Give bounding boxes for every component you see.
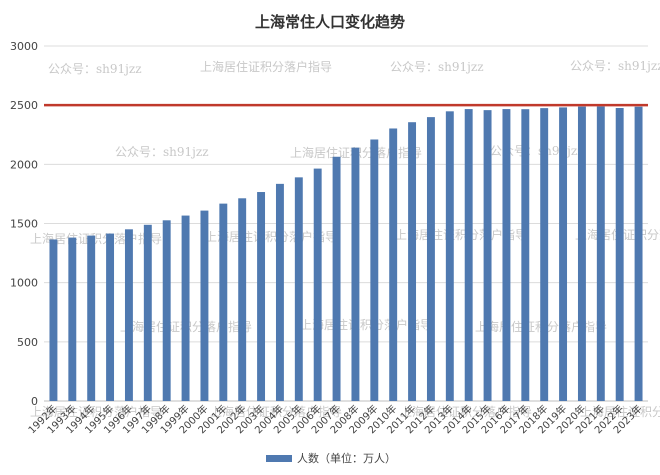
watermark: 公众号：sh91jzz bbox=[115, 145, 209, 159]
bar bbox=[200, 210, 209, 401]
bar bbox=[502, 109, 511, 402]
watermark: 公众号：sh91jzz bbox=[390, 60, 484, 74]
bar bbox=[445, 111, 454, 401]
bar bbox=[615, 108, 624, 402]
y-axis-ticks: 0 500 1000 1500 2000 2500 3000 bbox=[10, 40, 38, 408]
bar bbox=[219, 203, 228, 401]
bar bbox=[408, 122, 417, 401]
bar bbox=[49, 239, 58, 401]
legend-swatch bbox=[266, 455, 292, 462]
bar bbox=[540, 108, 549, 401]
bar bbox=[596, 106, 605, 402]
bars bbox=[49, 106, 643, 402]
bar bbox=[521, 109, 530, 401]
bar bbox=[634, 106, 643, 401]
watermark: 上海居住证积分落户指导 bbox=[210, 404, 342, 419]
bar bbox=[143, 224, 152, 401]
bar bbox=[559, 107, 568, 401]
y-tick-label: 3000 bbox=[10, 40, 38, 53]
bar bbox=[238, 198, 247, 401]
bar bbox=[426, 117, 435, 401]
legend: 人数（单位：万人） bbox=[266, 451, 396, 465]
bar bbox=[124, 229, 133, 401]
bar bbox=[332, 156, 341, 401]
y-tick-label: 2500 bbox=[10, 99, 38, 112]
bar bbox=[106, 233, 115, 401]
legend-label: 人数（单位：万人） bbox=[297, 451, 396, 465]
bar bbox=[294, 177, 303, 401]
bar bbox=[181, 215, 190, 401]
watermark: 上海居住证积分落户指导 bbox=[30, 404, 162, 419]
y-tick-label: 1500 bbox=[10, 218, 38, 231]
watermark: 公众号：sh91jzz bbox=[48, 62, 142, 76]
watermark: 上海居住证积分落户指导 bbox=[580, 404, 660, 419]
bar bbox=[389, 128, 398, 401]
bar bbox=[351, 147, 360, 401]
bar bbox=[162, 220, 171, 401]
watermark: 上海居住证积分落户指导 bbox=[205, 229, 337, 244]
watermark: 上海居住证积分落户指导 bbox=[400, 404, 532, 419]
y-tick-label: 1000 bbox=[10, 277, 38, 290]
bar bbox=[483, 110, 492, 402]
bar bbox=[370, 139, 379, 401]
bar bbox=[275, 183, 284, 401]
bar bbox=[577, 106, 586, 401]
bar bbox=[257, 192, 266, 401]
bar bbox=[313, 168, 322, 401]
bar bbox=[464, 109, 473, 402]
watermark: 公众号：sh91jzz bbox=[570, 59, 660, 73]
bar bbox=[87, 235, 96, 401]
y-tick-label: 0 bbox=[31, 395, 38, 408]
grid-lines bbox=[44, 45, 648, 402]
watermark: 上海居住证积分落户指导 bbox=[200, 59, 332, 74]
chart-title: 上海常住人口变化趋势 bbox=[255, 13, 405, 31]
y-tick-label: 2000 bbox=[10, 158, 38, 171]
bar bbox=[68, 237, 77, 401]
y-tick-label: 500 bbox=[17, 336, 38, 349]
